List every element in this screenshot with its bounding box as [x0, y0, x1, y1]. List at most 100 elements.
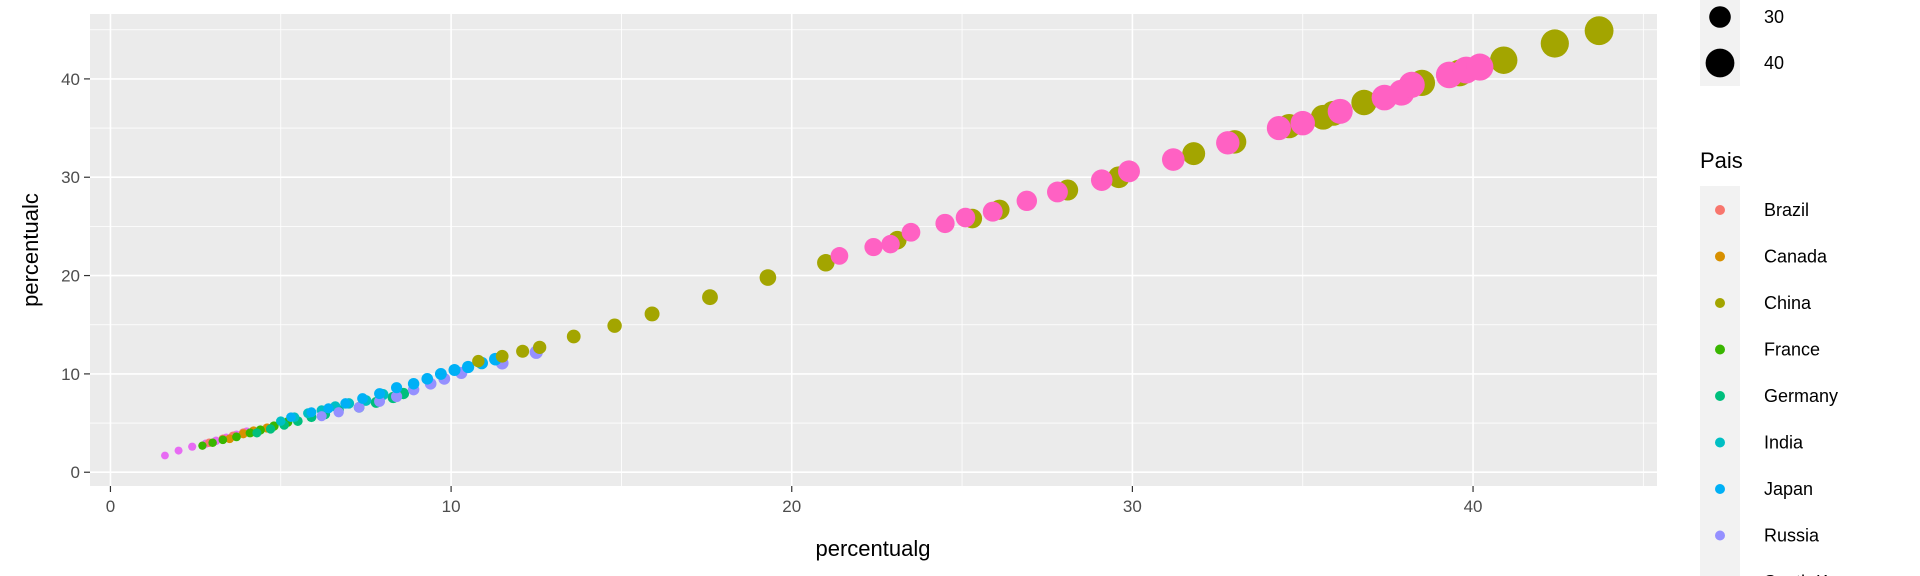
data-point: [353, 402, 365, 413]
data-point: [644, 306, 660, 322]
major-gridlines: [90, 14, 1657, 486]
data-point: [390, 382, 403, 394]
data-point: [198, 441, 207, 450]
color-legend-label: Russia: [1764, 526, 1820, 546]
data-point: [421, 372, 434, 385]
data-point: [461, 360, 475, 374]
data-point: [1290, 110, 1315, 136]
data-point: [188, 442, 197, 451]
data-point: [759, 269, 777, 286]
color-legend-dot: [1715, 344, 1725, 355]
data-point: [1182, 142, 1206, 166]
data-point: [265, 424, 276, 434]
x-tick-label: 0: [106, 497, 115, 516]
data-point: [374, 388, 386, 400]
data-point: [830, 247, 849, 265]
y-axis-title: percentualc: [18, 193, 43, 307]
data-point: [276, 416, 286, 426]
data-point: [316, 411, 327, 422]
data-point: [232, 432, 241, 442]
data-point: [935, 213, 955, 234]
data-point: [1584, 16, 1614, 46]
y-tick-label: 40: [61, 70, 80, 89]
data-point: [955, 207, 976, 228]
data-point: [864, 237, 883, 257]
data-points: [161, 16, 1614, 460]
y-tick-label: 30: [61, 168, 80, 187]
color-legend-key-bg: [1700, 186, 1740, 576]
data-point: [702, 289, 718, 306]
data-point: [238, 429, 248, 439]
data-point: [881, 234, 900, 254]
data-point: [1327, 98, 1353, 124]
data-point: [1466, 53, 1494, 81]
data-point: [390, 390, 403, 403]
data-point: [374, 395, 386, 407]
color-legend-label: France: [1764, 340, 1820, 360]
data-point: [1047, 181, 1068, 203]
color-legend-label: Brazil: [1764, 200, 1809, 220]
color-legend-label: Germany: [1764, 386, 1838, 406]
data-point: [1016, 190, 1038, 212]
color-legend-label: India: [1764, 433, 1804, 453]
x-tick-label: 10: [442, 497, 461, 516]
data-point: [357, 393, 368, 404]
size-legend-dot: [1705, 48, 1735, 78]
data-point: [1118, 160, 1140, 183]
size-legend-label: 30: [1764, 7, 1784, 27]
color-legend-dot: [1715, 205, 1725, 215]
color-legend-dot: [1715, 437, 1725, 448]
color-legend-dot: [1715, 484, 1725, 494]
data-point: [533, 340, 547, 354]
x-tick-label: 20: [782, 497, 801, 516]
data-point: [516, 344, 530, 358]
x-axis-ticks: 0 10 20 30 40: [106, 486, 1483, 516]
data-point: [333, 407, 344, 418]
data-point: [607, 318, 622, 333]
data-point: [448, 363, 461, 376]
x-tick-label: 30: [1123, 497, 1142, 516]
data-point: [218, 435, 228, 445]
color-legend: Pais Brazil Canada China France Germany India…: [1700, 148, 1865, 576]
data-point: [495, 349, 509, 363]
data-point: [340, 398, 351, 409]
data-point: [245, 428, 255, 438]
data-point: [1090, 169, 1113, 191]
data-point: [323, 403, 334, 414]
data-point: [1266, 115, 1291, 141]
color-legend-dot: [1715, 251, 1725, 262]
data-point: [434, 367, 447, 380]
data-point: [174, 446, 183, 455]
data-point: [1540, 29, 1569, 58]
data-point: [407, 378, 420, 390]
data-point: [566, 329, 581, 344]
x-tick-label: 40: [1464, 497, 1483, 516]
y-axis-ticks: 0 10 20 30 40: [61, 70, 90, 482]
data-point: [225, 434, 235, 444]
size-legend-label: 40: [1764, 53, 1784, 73]
size-legend: 30 40: [1700, 0, 1784, 86]
data-point: [1398, 71, 1425, 98]
size-legend-dot: [1709, 6, 1731, 28]
color-legend-dot: [1715, 530, 1725, 541]
data-point: [901, 222, 921, 242]
data-point: [1161, 148, 1185, 171]
color-legend-label: Canada: [1764, 247, 1828, 267]
minor-gridlines: [90, 14, 1657, 486]
data-point: [817, 254, 835, 272]
color-legend-label: Japan: [1764, 479, 1813, 499]
data-point: [252, 428, 262, 438]
data-point: [161, 451, 169, 460]
y-tick-label: 0: [71, 463, 80, 482]
data-point: [208, 438, 217, 447]
data-point: [1351, 89, 1377, 116]
x-axis-title: percentualg: [816, 536, 931, 561]
data-point: [306, 407, 317, 418]
color-legend-label: South Korea: [1764, 572, 1865, 576]
data-point: [472, 354, 485, 368]
y-tick-label: 20: [61, 267, 80, 286]
data-point: [286, 412, 296, 422]
color-legend-dot: [1715, 391, 1725, 401]
data-point: [1216, 131, 1240, 155]
